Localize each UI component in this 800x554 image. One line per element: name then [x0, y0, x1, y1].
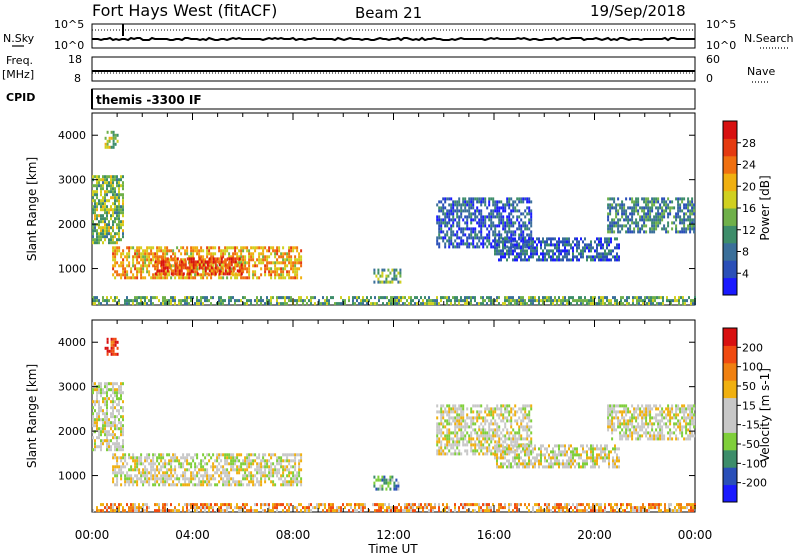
velocity-colorbar-tick-0: 200: [742, 341, 763, 354]
power-colorbar-swatch-9: [723, 121, 737, 139]
power-ytick-2: 3000: [58, 174, 86, 187]
power-colorbar-swatch-6: [723, 173, 737, 192]
power-colorbar-tick-4: 20: [742, 180, 756, 193]
velocity-colorbar-swatch-2: [723, 449, 737, 468]
velocity-colorbar-swatch-8: [723, 345, 737, 364]
mhz-label: [MHz]: [2, 68, 34, 81]
power-region-1: [154, 257, 243, 276]
x-axis-label: Time UT: [367, 542, 418, 554]
velocity-colorbar-swatch-4: [723, 415, 737, 433]
velocity-panel: 1000 2000 3000 4000 Slant Range [km] 200 100 50…: [25, 319, 772, 513]
power-colorbar-tick-5: 24: [742, 159, 756, 172]
nsky-label: N.Sky: [3, 32, 35, 45]
velocity-colorbar-swatch-5: [723, 397, 737, 416]
cpid-text: themis -3300 IF: [96, 93, 202, 107]
velocity-ytick-1: 2000: [58, 425, 86, 438]
velocity-region-3: [373, 475, 400, 491]
freq-panel: 18 8 60 0: [68, 53, 720, 85]
noise-left-tick-bottom: 10^0: [54, 39, 84, 52]
x-axis: 00:00 04:00 08:00 12:00 16:00 20:00 00:00: [75, 528, 713, 542]
x-tick-2: 08:00: [276, 528, 311, 542]
freq-label: Freq.: [6, 54, 33, 67]
power-colorbar-swatch-4: [723, 208, 737, 226]
power-colorbar-label: Power [dB]: [758, 175, 772, 240]
power-region-3: [104, 130, 119, 149]
velocity-colorbar-swatch-3: [723, 432, 737, 451]
velocity-region-1: [92, 382, 124, 452]
power-ytick-0: 1000: [58, 263, 86, 276]
x-tick-5: 20:00: [577, 528, 612, 542]
power-colorbar-swatch-0: [723, 277, 737, 296]
velocity-ylabel: Slant Range [km]: [25, 364, 39, 468]
velocity-colorbar-tick-1: 100: [742, 361, 763, 374]
noise-right-tick-bottom: 10^0: [706, 39, 736, 52]
power-ylabel: Slant Range [km]: [25, 157, 39, 261]
velocity-colorbar-label: Velocity [m s-1]: [758, 368, 772, 462]
velocity-colorbar-tick-5: -50: [742, 438, 760, 451]
velocity-colorbar-swatch-9: [723, 328, 737, 346]
power-colorbar-swatch-5: [723, 190, 737, 209]
freq-right-tick-bottom: 0: [706, 72, 713, 85]
power-region-5: [436, 197, 533, 249]
x-tick-1: 04:00: [175, 528, 210, 542]
velocity-colorbar-swatch-7: [723, 362, 737, 381]
x-tick-4: 16:00: [477, 528, 512, 542]
freq-left-tick-bottom: 8: [74, 72, 81, 85]
date-label: 19/Sep/2018: [590, 2, 686, 20]
power-colorbar-swatch-7: [723, 155, 737, 174]
beam-label: Beam 21: [355, 4, 422, 22]
power-colorbar: 4 8 12 16 20 24 28 Power [dB]: [722, 120, 772, 296]
power-colorbar-swatch-3: [723, 225, 737, 244]
power-colorbar-tick-1: 8: [742, 246, 749, 259]
power-region-6: [494, 237, 620, 262]
nave-label: Nave: [747, 65, 775, 78]
velocity-colorbar-tick-3: 15: [742, 399, 756, 412]
x-tick-3: 12:00: [376, 528, 411, 542]
velocity-colorbar: 200 100 50 15 -15 -50 -100 -200 Velocity [m s-1]: [722, 327, 772, 503]
velocity-colorbar-swatch-1: [723, 467, 737, 486]
velocity-region-7: [92, 503, 696, 513]
power-ytick-1: 2000: [58, 218, 86, 231]
heatmap-panels: 1000 2000 3000 4000 Slant Range [km] 4 8 12 16 20…: [25, 112, 772, 513]
power-colorbar-tick-2: 12: [742, 224, 756, 237]
cpid-label: CPID: [6, 91, 35, 104]
velocity-ytick-3: 4000: [58, 336, 86, 349]
velocity-region-2: [104, 337, 119, 356]
power-colorbar-swatch-2: [723, 242, 737, 261]
power-colorbar-swatch-1: [723, 260, 737, 279]
noise-panel: 10^5 10^0 10^5 10^0: [54, 18, 736, 52]
velocity-colorbar-tick-2: 50: [742, 380, 756, 393]
power-region-2: [92, 175, 124, 245]
power-colorbar-tick-0: 4: [742, 267, 749, 280]
velocity-ytick-2: 3000: [58, 381, 86, 394]
x-tick-6: 00:00: [678, 528, 713, 542]
velocity-colorbar-swatch-6: [723, 380, 737, 399]
power-ytick-3: 4000: [58, 129, 86, 142]
velocity-region-6: [607, 404, 696, 441]
power-region-4: [373, 268, 402, 284]
velocity-ytick-0: 1000: [58, 470, 86, 483]
freq-left-tick-top: 18: [68, 53, 82, 66]
freq-right-tick-top: 60: [706, 53, 720, 66]
radar-title: Fort Hays West (fitACF): [92, 1, 277, 20]
noise-left-tick-top: 10^5: [54, 18, 84, 31]
noise-right-tick-top: 10^5: [706, 18, 736, 31]
velocity-region-5: [494, 444, 620, 469]
nsearch-label: N.Search: [744, 32, 794, 45]
velocity-colorbar-tick-7: -200: [742, 477, 767, 490]
power-colorbar-tick-3: 16: [742, 202, 756, 215]
power-region-7: [607, 197, 696, 234]
velocity-colorbar-tick-4: -15: [742, 419, 760, 432]
velocity-region-0: [112, 453, 303, 487]
power-colorbar-swatch-8: [723, 138, 737, 157]
noise-sky-line: [92, 36, 695, 42]
velocity-colorbar-tick-6: -100: [742, 457, 767, 470]
x-tick-0: 00:00: [75, 528, 110, 542]
power-panel: 1000 2000 3000 4000 Slant Range [km] 4 8 12 16 20…: [25, 112, 772, 306]
velocity-colorbar-swatch-0: [723, 484, 737, 503]
power-colorbar-tick-6: 28: [742, 137, 756, 150]
